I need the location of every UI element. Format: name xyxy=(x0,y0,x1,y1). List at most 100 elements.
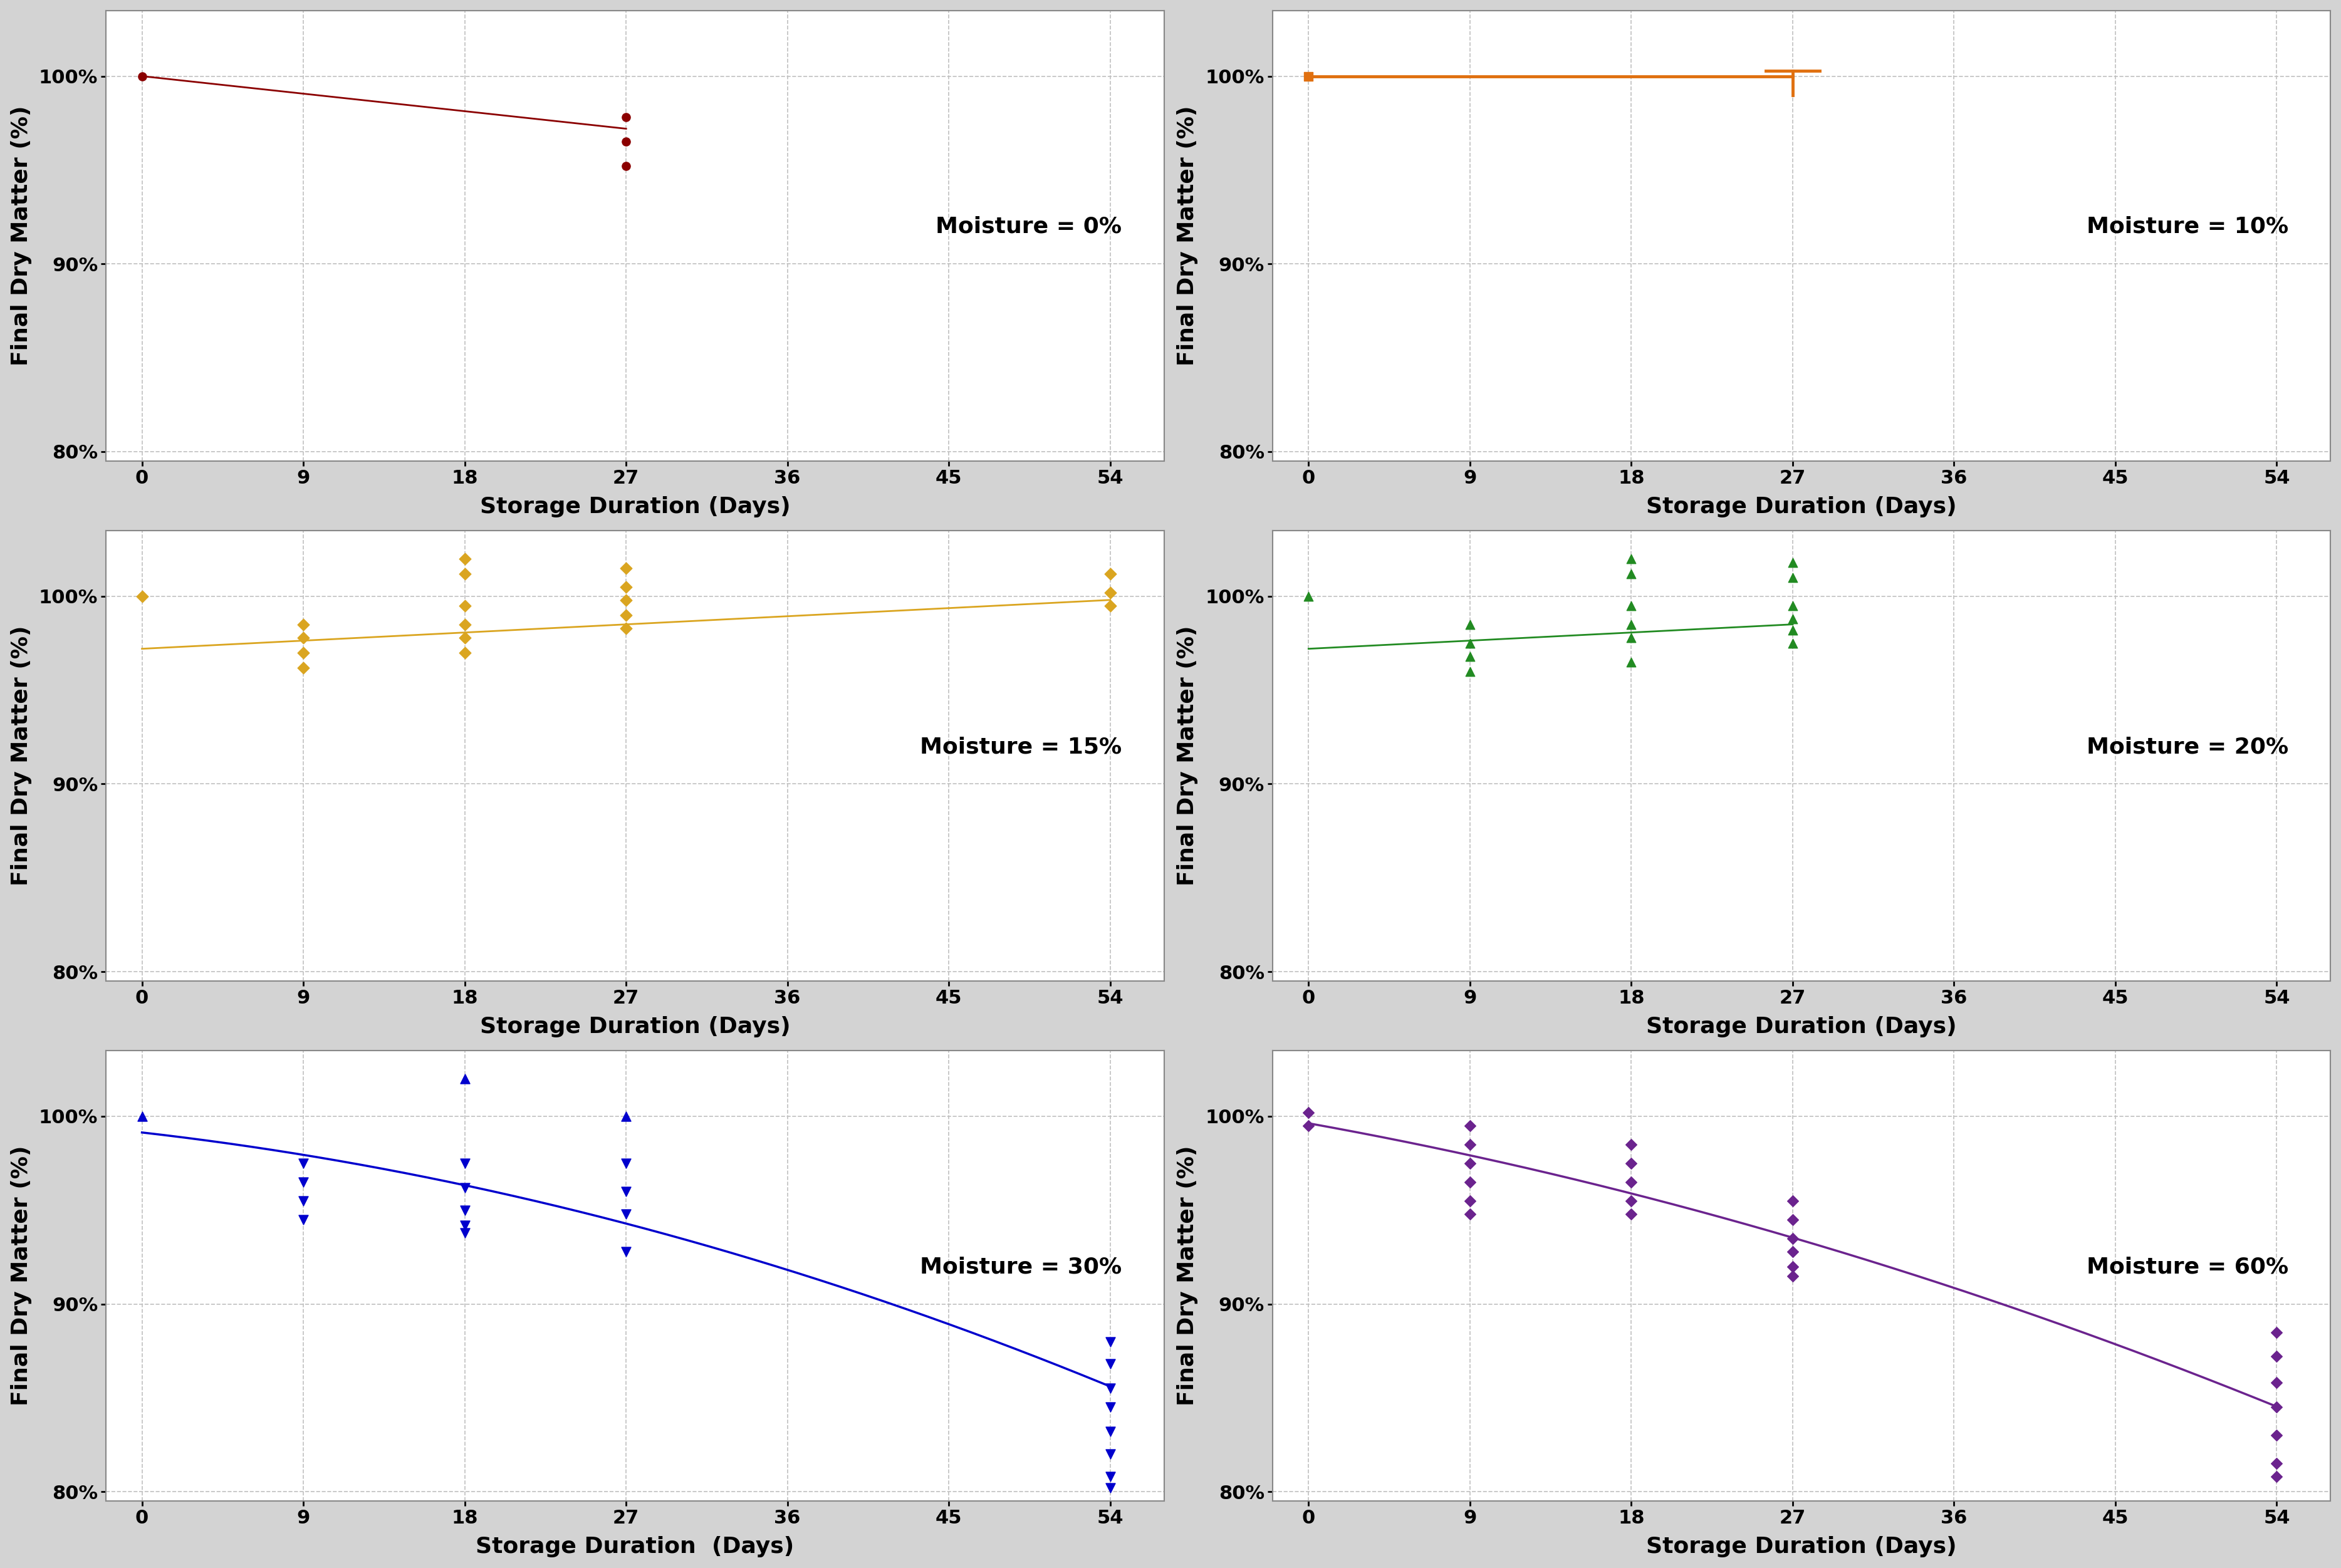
Point xyxy=(286,640,323,665)
Point xyxy=(606,129,644,154)
Point xyxy=(286,1189,323,1214)
Point xyxy=(124,64,162,89)
Point xyxy=(1774,1226,1812,1251)
Point xyxy=(1774,593,1812,618)
Point xyxy=(447,1198,485,1223)
Point xyxy=(2259,1465,2297,1490)
Point xyxy=(1451,644,1489,670)
Point xyxy=(124,583,162,608)
Point xyxy=(1451,1113,1489,1138)
Point xyxy=(447,546,485,571)
Point xyxy=(1774,618,1812,643)
Point xyxy=(1451,612,1489,637)
Point xyxy=(447,1174,485,1200)
Y-axis label: Final Dry Matter (%): Final Dry Matter (%) xyxy=(1178,1146,1199,1406)
Point xyxy=(1091,580,1128,605)
Y-axis label: Final Dry Matter (%): Final Dry Matter (%) xyxy=(1178,626,1199,886)
Point xyxy=(1774,607,1812,632)
Point xyxy=(1091,1465,1128,1490)
Point xyxy=(1613,1170,1650,1195)
Point xyxy=(2259,1370,2297,1396)
Point xyxy=(447,640,485,665)
Point xyxy=(286,626,323,651)
Point xyxy=(606,602,644,627)
Point xyxy=(1613,1201,1650,1226)
Point xyxy=(447,1066,485,1091)
Point xyxy=(1091,1419,1128,1444)
Point xyxy=(1451,659,1489,684)
X-axis label: Storage Duration (Days): Storage Duration (Days) xyxy=(1646,1016,1957,1038)
Y-axis label: Final Dry Matter (%): Final Dry Matter (%) xyxy=(9,105,33,365)
Point xyxy=(447,1220,485,1245)
Point xyxy=(1774,1239,1812,1264)
Point xyxy=(1613,1189,1650,1214)
Text: Moisture = 60%: Moisture = 60% xyxy=(2086,1256,2287,1278)
Point xyxy=(606,1179,644,1204)
Point xyxy=(1091,1394,1128,1419)
Point xyxy=(1613,649,1650,674)
Point xyxy=(606,588,644,613)
Point xyxy=(1451,1132,1489,1157)
X-axis label: Storage Duration (Days): Storage Duration (Days) xyxy=(480,495,791,517)
Point xyxy=(447,593,485,618)
Point xyxy=(1613,546,1650,571)
Point xyxy=(1091,561,1128,586)
Point xyxy=(1613,1151,1650,1176)
Point xyxy=(1451,1170,1489,1195)
Y-axis label: Final Dry Matter (%): Final Dry Matter (%) xyxy=(9,626,33,886)
Point xyxy=(447,1212,485,1237)
Point xyxy=(606,1239,644,1264)
Point xyxy=(1774,564,1812,590)
Point xyxy=(1091,1377,1128,1402)
Point xyxy=(447,626,485,651)
Point xyxy=(286,1151,323,1176)
X-axis label: Storage Duration (Days): Storage Duration (Days) xyxy=(1646,495,1957,517)
X-axis label: Storage Duration (Days): Storage Duration (Days) xyxy=(1646,1537,1957,1557)
Point xyxy=(1091,1441,1128,1466)
Point xyxy=(2259,1394,2297,1419)
Point xyxy=(1774,1207,1812,1232)
Point xyxy=(606,1201,644,1226)
Point xyxy=(1613,626,1650,651)
Point xyxy=(1774,1254,1812,1279)
Point xyxy=(1613,612,1650,637)
Point xyxy=(1290,583,1327,608)
Point xyxy=(1091,1475,1128,1501)
Point xyxy=(2259,1422,2297,1447)
Point xyxy=(1451,1189,1489,1214)
Point xyxy=(2259,1320,2297,1345)
Point xyxy=(286,1170,323,1195)
Point xyxy=(2259,1344,2297,1369)
Point xyxy=(1613,1132,1650,1157)
X-axis label: Storage Duration (Days): Storage Duration (Days) xyxy=(480,1016,791,1038)
Point xyxy=(286,655,323,681)
Point xyxy=(1613,561,1650,586)
Text: Moisture = 20%: Moisture = 20% xyxy=(2086,735,2287,757)
Point xyxy=(286,612,323,637)
Point xyxy=(1774,630,1812,655)
Point xyxy=(606,555,644,580)
X-axis label: Storage Duration  (Days): Storage Duration (Days) xyxy=(475,1537,794,1557)
Point xyxy=(1451,1151,1489,1176)
Point xyxy=(606,574,644,599)
Point xyxy=(1091,1330,1128,1355)
Point xyxy=(1091,593,1128,618)
Point xyxy=(606,154,644,179)
Point xyxy=(1613,593,1650,618)
Point xyxy=(1290,1101,1327,1126)
Point xyxy=(1451,1201,1489,1226)
Text: Moisture = 10%: Moisture = 10% xyxy=(2086,216,2287,237)
Point xyxy=(2259,1450,2297,1475)
Point xyxy=(1290,1113,1327,1138)
Y-axis label: Final Dry Matter (%): Final Dry Matter (%) xyxy=(9,1146,33,1406)
Point xyxy=(606,1104,644,1129)
Point xyxy=(606,105,644,130)
Point xyxy=(606,1151,644,1176)
Point xyxy=(1774,1189,1812,1214)
Text: Moisture = 15%: Moisture = 15% xyxy=(920,735,1121,757)
Text: Moisture = 30%: Moisture = 30% xyxy=(920,1256,1121,1278)
Point xyxy=(286,1207,323,1232)
Point xyxy=(1451,630,1489,655)
Point xyxy=(447,1151,485,1176)
Point xyxy=(447,612,485,637)
